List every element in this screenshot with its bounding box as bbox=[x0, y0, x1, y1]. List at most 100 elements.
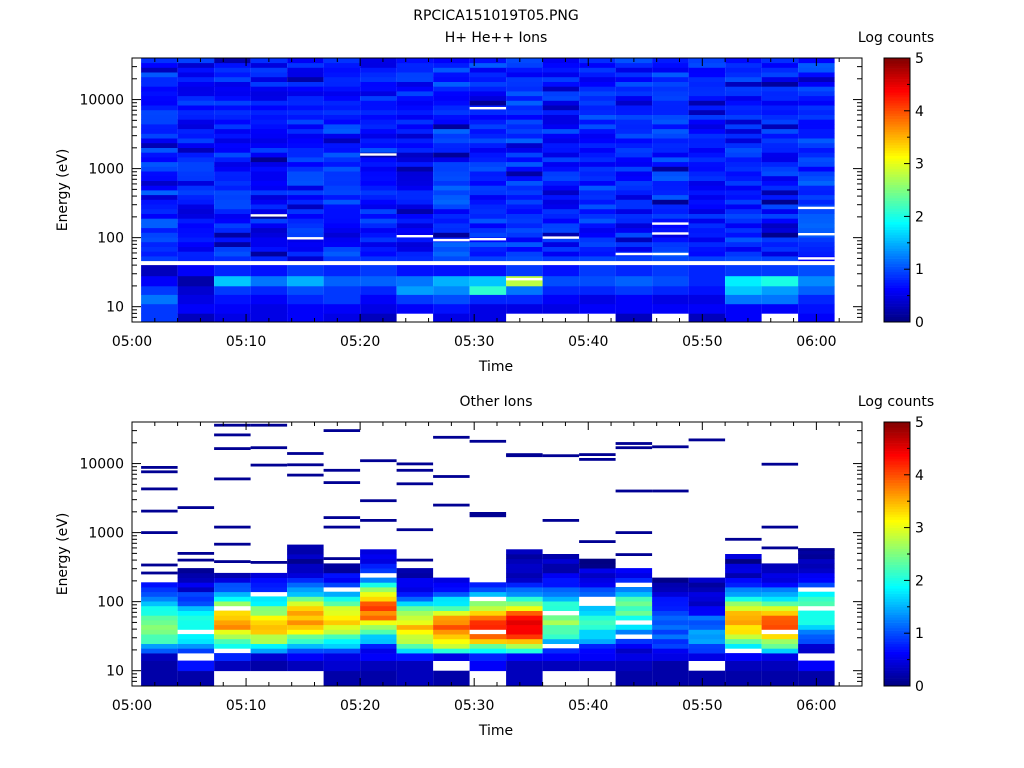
heatmap-cell bbox=[542, 58, 580, 64]
heatmap-cell bbox=[615, 67, 653, 73]
heatmap-cell bbox=[542, 246, 580, 252]
heatmap-cell bbox=[177, 72, 215, 78]
heatmap-cell bbox=[141, 147, 178, 153]
missing-bin bbox=[652, 252, 689, 256]
heatmap-cell bbox=[433, 147, 470, 153]
heatmap-cell bbox=[761, 670, 799, 687]
sparse-bin bbox=[761, 525, 799, 529]
sparse-bin bbox=[761, 462, 799, 466]
heatmap-cell bbox=[615, 157, 653, 163]
heatmap-cell bbox=[141, 100, 178, 106]
heatmap-cell bbox=[323, 81, 361, 87]
missing-bin bbox=[250, 214, 288, 217]
heatmap-cell bbox=[396, 615, 434, 621]
sparse-bin bbox=[214, 477, 251, 481]
heatmap-cell bbox=[214, 58, 251, 64]
heatmap-cell bbox=[177, 572, 215, 578]
heatmap-cell bbox=[542, 204, 580, 210]
heatmap-cell bbox=[214, 582, 251, 588]
heatmap-cell bbox=[433, 218, 470, 224]
colorbar-segment bbox=[884, 506, 910, 510]
heatmap-cell bbox=[433, 72, 470, 78]
heatmap-cell bbox=[579, 76, 616, 82]
heatmap-cell bbox=[177, 128, 215, 134]
heatmap-cell bbox=[177, 190, 215, 196]
heatmap-cell bbox=[761, 241, 799, 247]
heatmap-cell bbox=[433, 95, 470, 101]
heatmap-cell bbox=[725, 670, 762, 687]
heatmap-cell bbox=[506, 643, 543, 649]
heatmap-cell bbox=[579, 624, 616, 630]
heatmap-cell bbox=[141, 124, 178, 130]
heatmap-cell bbox=[250, 275, 288, 287]
heatmap-cell bbox=[798, 100, 835, 106]
heatmap-cell bbox=[141, 275, 178, 287]
heatmap-cell bbox=[506, 161, 543, 167]
heatmap-cell bbox=[652, 232, 689, 238]
heatmap-cell bbox=[542, 227, 580, 233]
heatmap-cell bbox=[725, 67, 762, 73]
colorbar-segment bbox=[884, 474, 910, 478]
heatmap-cell bbox=[433, 76, 470, 82]
heatmap-cell bbox=[798, 303, 835, 314]
heatmap-cell bbox=[360, 86, 397, 92]
heatmap-cell bbox=[323, 133, 361, 139]
heatmap-cell bbox=[688, 157, 726, 163]
heatmap-cell bbox=[798, 152, 835, 158]
heatmap-cell bbox=[250, 76, 288, 82]
heatmap-cell bbox=[287, 199, 324, 205]
heatmap-cell bbox=[214, 133, 251, 139]
heatmap-cell bbox=[798, 582, 835, 588]
heatmap-cell bbox=[688, 119, 726, 125]
heatmap-cell bbox=[688, 86, 726, 92]
heatmap-cell bbox=[542, 67, 580, 73]
heatmap-cell bbox=[360, 199, 397, 205]
heatmap-cell bbox=[652, 91, 689, 97]
heatmap-cell bbox=[250, 119, 288, 125]
colorbar-segment bbox=[884, 641, 910, 645]
heatmap-cell bbox=[287, 241, 324, 247]
colorbar-segment bbox=[884, 664, 910, 668]
heatmap-cell bbox=[141, 596, 178, 602]
heatmap-cell bbox=[798, 133, 835, 139]
colorbar-segment bbox=[884, 287, 910, 291]
heatmap-cell bbox=[177, 601, 215, 607]
heatmap-cell bbox=[323, 615, 361, 621]
heatmap-cell bbox=[141, 119, 178, 125]
heatmap-cell bbox=[287, 624, 324, 630]
heatmap-cell bbox=[287, 67, 324, 73]
heatmap-cell bbox=[396, 601, 434, 607]
x-axis-label: Time bbox=[478, 359, 513, 375]
colorbar-segment bbox=[884, 116, 910, 120]
heatmap-cell bbox=[177, 204, 215, 210]
colorbar-segment bbox=[884, 656, 910, 660]
heatmap-cell bbox=[725, 91, 762, 97]
colorbar-segment bbox=[884, 501, 910, 505]
heatmap-cell bbox=[250, 204, 288, 210]
heatmap-cell bbox=[287, 81, 324, 87]
sparse-bin bbox=[360, 519, 397, 522]
heatmap-cell bbox=[725, 577, 762, 583]
colorbar-segment bbox=[884, 89, 910, 93]
heatmap-cell bbox=[177, 180, 215, 186]
heatmap-cell bbox=[579, 251, 616, 257]
heatmap-cell bbox=[798, 615, 835, 621]
heatmap-cell bbox=[177, 591, 215, 597]
heatmap-cell bbox=[141, 152, 178, 158]
colorbar-tick-label: 0 bbox=[915, 315, 924, 331]
heatmap-cell bbox=[323, 124, 361, 130]
heatmap-cell bbox=[688, 223, 726, 229]
sparse-bin bbox=[141, 531, 178, 534]
heatmap-cell bbox=[360, 601, 397, 607]
heatmap-cell bbox=[360, 208, 397, 214]
sparse-bin bbox=[214, 542, 251, 546]
heatmap-cell bbox=[725, 610, 762, 616]
y-tick-label: 100 bbox=[97, 231, 124, 247]
heatmap-cell bbox=[141, 634, 178, 640]
heatmap-cell bbox=[433, 152, 470, 158]
colorbar-segment bbox=[884, 63, 910, 67]
heatmap-cell bbox=[433, 199, 470, 205]
heatmap-cell bbox=[688, 275, 726, 287]
heatmap-cell bbox=[506, 558, 543, 564]
colorbar-segment bbox=[884, 477, 910, 481]
